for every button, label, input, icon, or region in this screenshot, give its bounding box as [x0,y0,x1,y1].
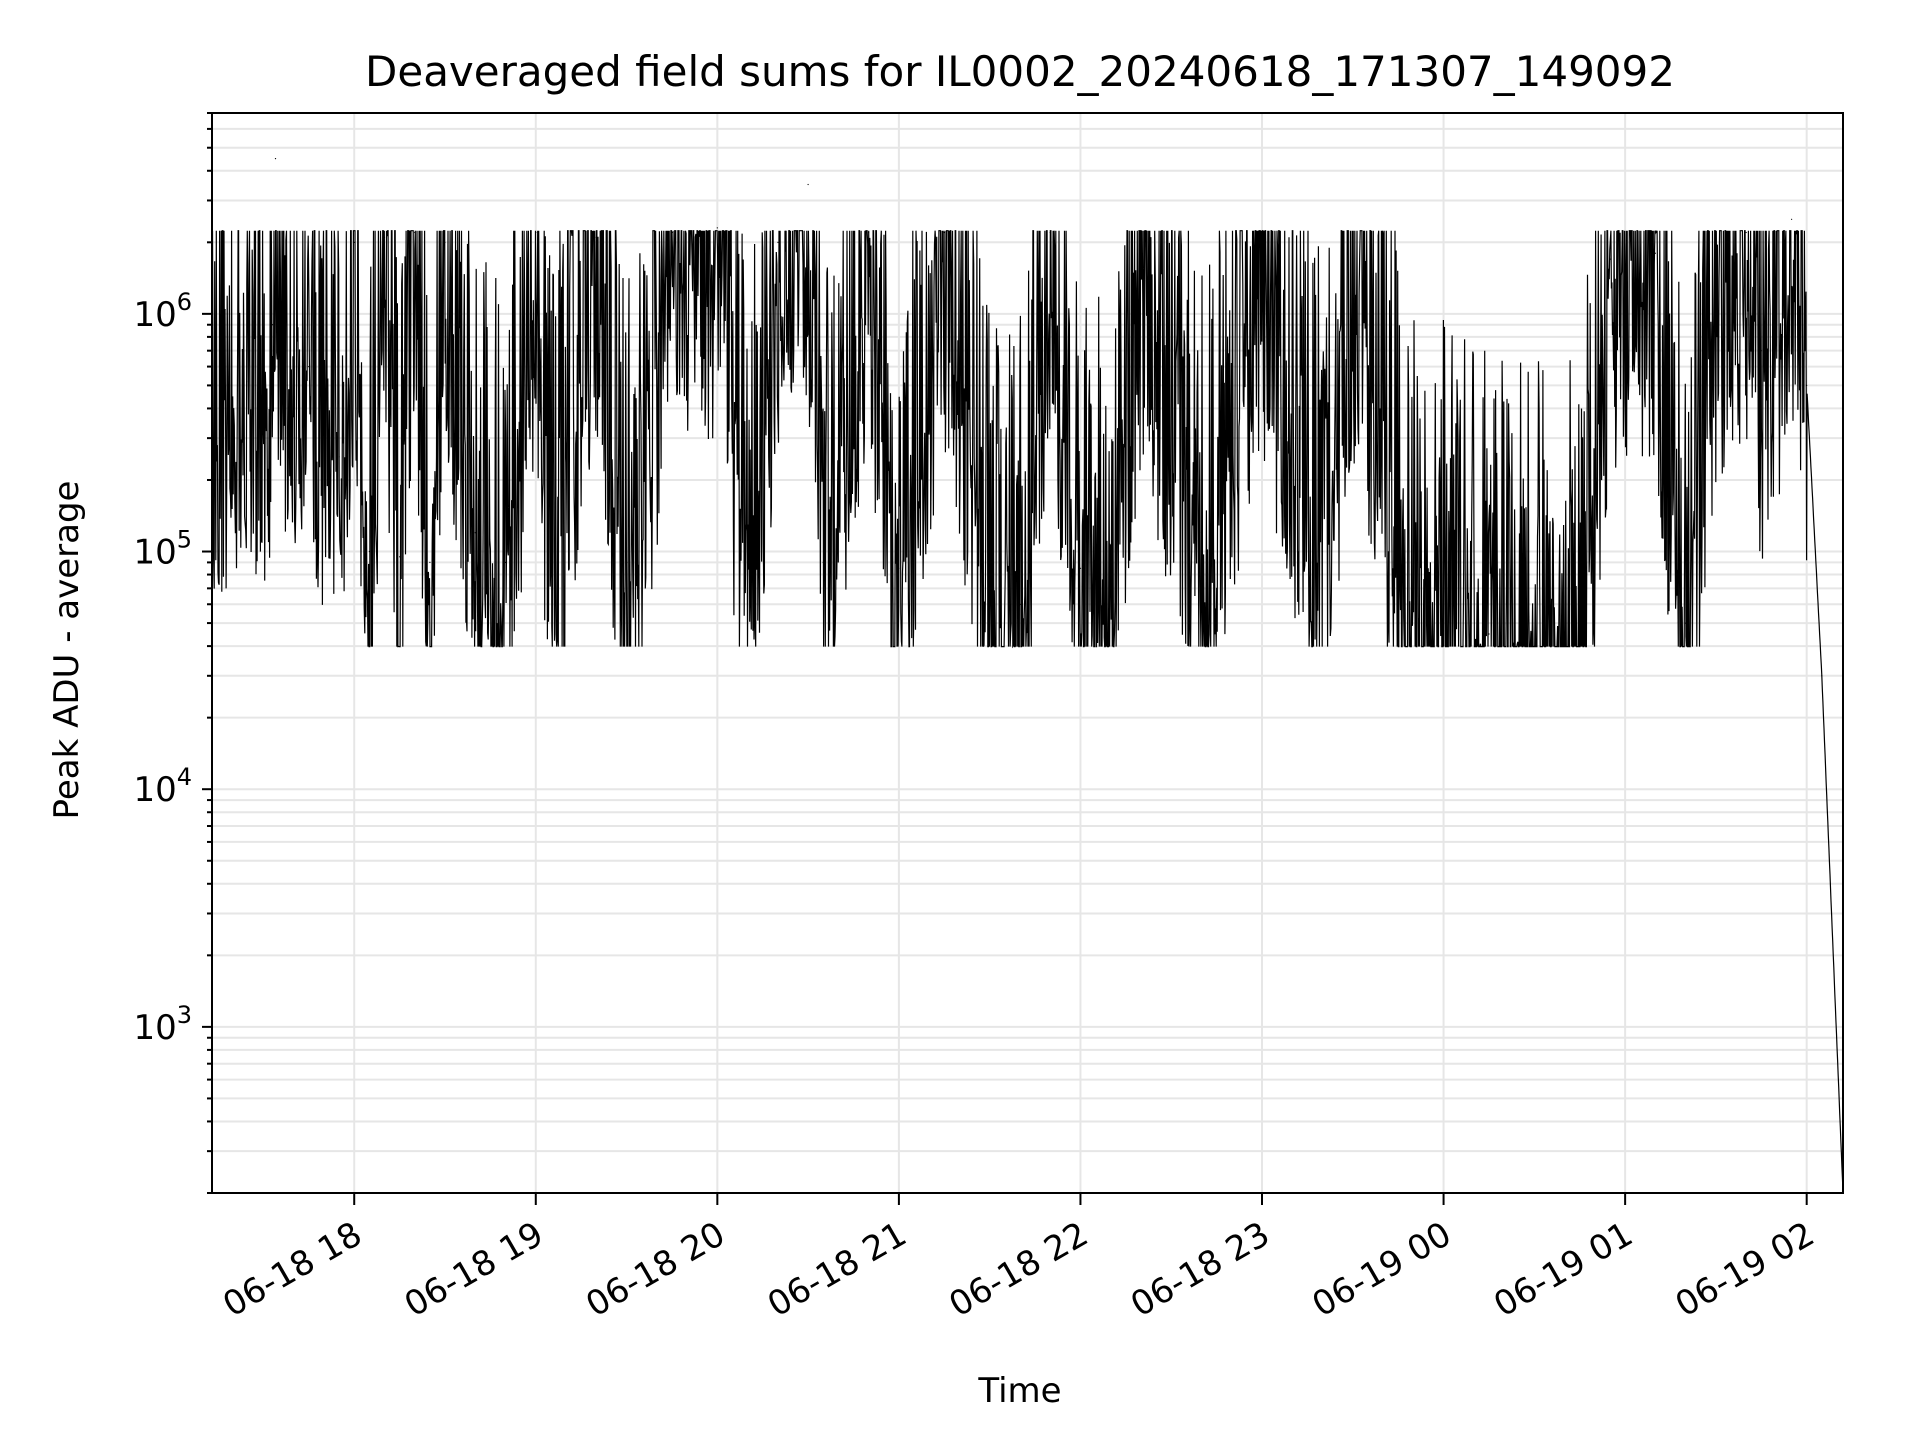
data-point [1533,645,1535,647]
data-point [226,373,228,375]
y-tick-label: 105 [133,526,192,573]
x-tick-label: 06-19 02 [1669,1214,1821,1325]
data-point [444,241,446,243]
x-axis-title: Time [977,1371,1061,1411]
data-point [262,389,264,391]
x-tick-label: 06-18 18 [216,1214,368,1325]
data-point [274,158,277,160]
y-tick-base: 10 [133,295,176,335]
data-point [383,236,386,238]
y-tick-label: 104 [133,763,192,810]
data-point [414,231,416,234]
x-tick-label: 06-18 21 [761,1214,913,1325]
data-point [807,183,809,186]
data-point [308,366,310,368]
data-point [1140,247,1142,249]
x-ticks: 06-18 18 06-18 19 06-18 20 06-18 21 06-18 22… [216,1193,1821,1325]
y-tick-label: 103 [133,1001,192,1048]
data-point [1745,231,1747,234]
x-tick-label: 06-19 00 [1306,1214,1458,1325]
data-point [943,231,945,234]
data-point [293,336,295,338]
y-tick-label: 106 [133,288,192,335]
data-point [1685,622,1687,624]
y-tick-base: 10 [133,770,176,810]
data-point [1110,561,1112,564]
data-point [1579,633,1581,635]
y-tick-exponent: 3 [177,1001,192,1029]
x-tick-label: 06-18 20 [579,1214,731,1325]
x-tick-label: 06-18 22 [943,1214,1095,1325]
data-point [1488,633,1490,635]
data-point [1791,218,1793,220]
x-tick-label: 06-19 01 [1487,1214,1639,1325]
data-point [868,231,870,234]
data-point [353,241,355,243]
data-point [247,380,249,382]
data-point [271,324,274,326]
x-tick-label: 06-18 23 [1124,1214,1276,1325]
data-point [626,561,628,564]
data-point [1019,603,1021,605]
data-point [747,556,749,558]
data-point [1352,247,1354,249]
data-point [323,407,325,409]
data-point [1049,231,1051,234]
data-point [1321,550,1324,553]
data-point [429,561,431,564]
data-point [1760,350,1762,352]
y-tick-exponent: 4 [177,763,192,791]
plot-frame [211,112,1844,1194]
data-point [777,241,779,243]
data-point [474,532,476,534]
data-point [1821,675,1823,677]
data-point [595,236,597,238]
series-line [211,230,1844,1194]
x-gridlines [353,113,1808,1193]
data-point [1412,587,1414,589]
data-point [1079,567,1082,569]
data-point [1715,271,1717,273]
data-point [1200,532,1203,534]
data-point [1806,384,1808,386]
chart-title: Deaveraged field sums for IL0002_2024061… [365,47,1675,96]
x-tick-label: 06-18 19 [398,1214,550,1325]
y-axis-title: Peak ADU - average [47,481,87,820]
y-tick-exponent: 6 [177,288,192,316]
data-point [535,231,537,234]
data-point [1654,252,1656,254]
y-tick-base: 10 [133,533,176,573]
data-point [1443,603,1445,605]
y-tick-exponent: 5 [177,526,192,554]
data-point [671,231,673,234]
data-point [338,456,340,458]
data-point [550,567,552,569]
y-tick-base: 10 [133,1008,176,1048]
series-layer [211,158,1844,1194]
data-point [368,550,370,553]
data-point [1261,252,1263,254]
data-point [716,227,718,229]
data-point [822,561,824,564]
data-point [399,556,401,558]
data-point [1609,258,1611,260]
data-point [504,561,507,564]
data-point [278,313,280,315]
data-point [1775,313,1777,315]
data-point [989,561,991,564]
data-point [898,567,900,569]
